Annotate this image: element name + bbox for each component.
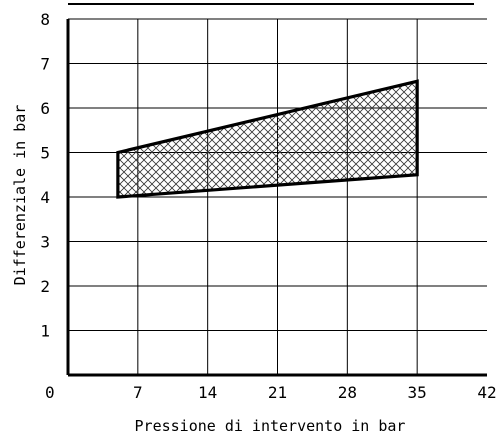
y-tick-label: 5	[40, 144, 50, 163]
x-tick-label: 35	[408, 383, 427, 402]
y-tick-label: 2	[40, 277, 50, 296]
x-tick-label: 21	[268, 383, 287, 402]
axes	[66, 19, 487, 377]
y-tick-label: 6	[40, 99, 50, 118]
x-axis-title: Pressione di intervento in bar	[135, 417, 406, 435]
x-tick-label: 0	[45, 383, 55, 402]
y-tick-label: 8	[40, 10, 50, 29]
x-tick-label: 28	[338, 383, 357, 402]
x-tick-label: 7	[133, 383, 143, 402]
x-tick-labels: 0 7 14 21 28 35 42	[45, 383, 497, 402]
x-tick-label: 42	[477, 383, 496, 402]
y-tick-label: 1	[40, 322, 50, 341]
y-axis-title: Differenziale in bar	[11, 105, 29, 286]
y-tick-label: 3	[40, 233, 50, 252]
y-tick-label: 7	[40, 55, 50, 74]
x-tick-label: 14	[198, 383, 217, 402]
y-tick-labels: 1 2 3 4 5 6 7 8	[40, 10, 50, 341]
operating-region-area	[116, 79, 419, 199]
operating-region	[116, 79, 419, 199]
y-tick-label: 4	[40, 188, 50, 207]
